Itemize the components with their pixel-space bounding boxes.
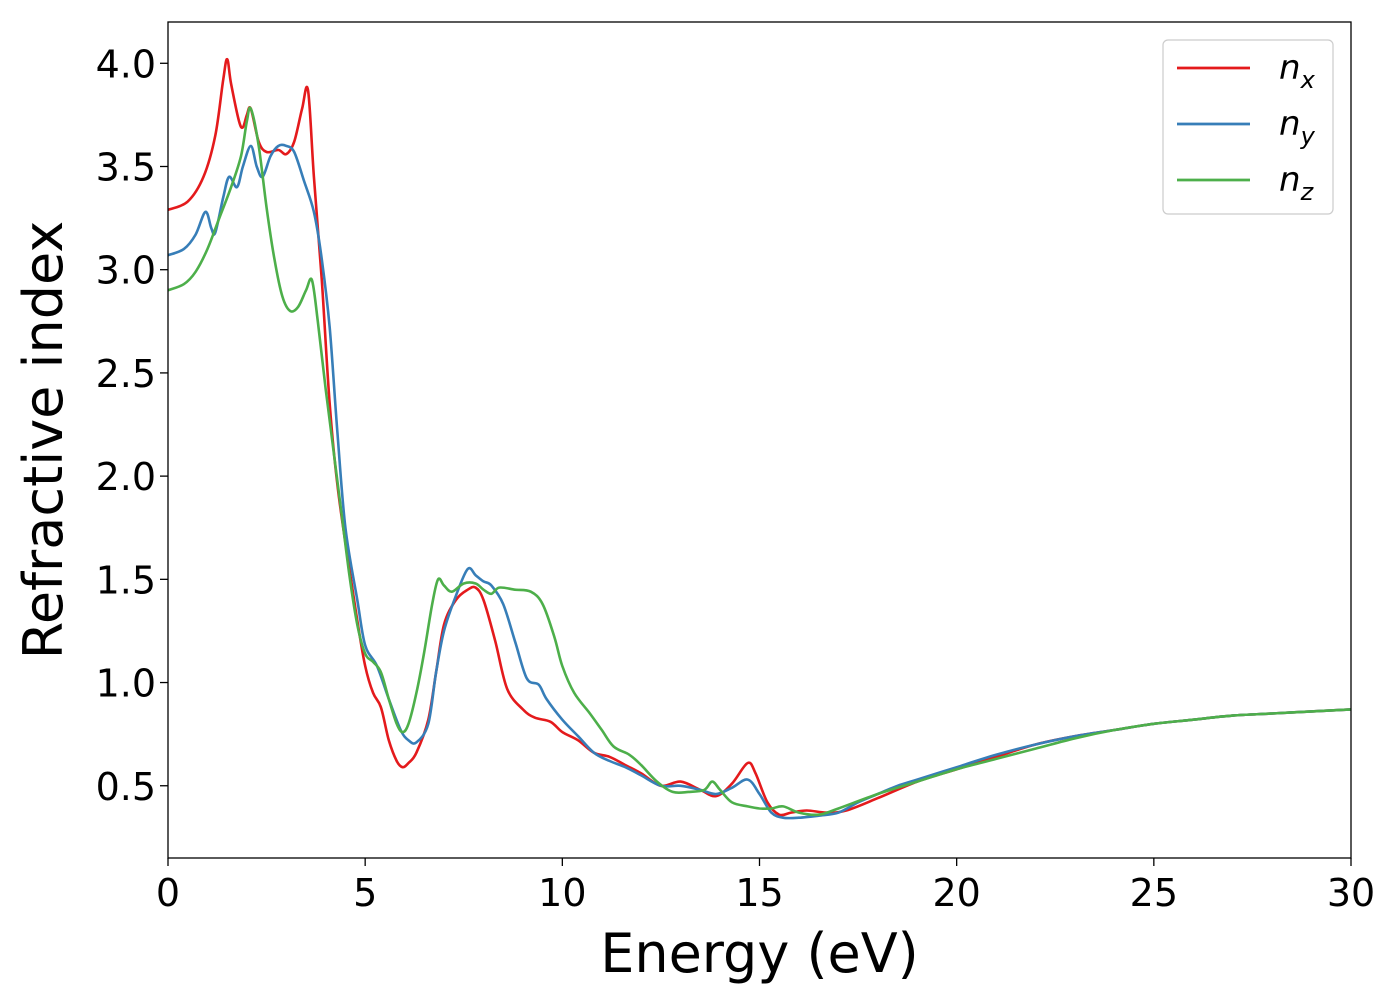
y-tick-label: 3.0 — [96, 249, 156, 293]
legend-label-z: nz — [1279, 160, 1315, 206]
x-axis-label: Energy (eV) — [600, 922, 919, 985]
legend-label-base: n — [1279, 160, 1301, 200]
legend-label-base: n — [1279, 104, 1301, 144]
legend-box — [1162, 39, 1334, 215]
legend-label-subscript: z — [1300, 178, 1315, 206]
x-axis-ticks: 0 5 10 15 20 25 30 — [156, 858, 1375, 915]
y-tick-label: 4.0 — [96, 42, 156, 86]
legend-label-x: nx — [1279, 48, 1316, 94]
x-tick-label: 15 — [735, 871, 783, 915]
x-tick-label: 5 — [353, 871, 377, 915]
y-axis-label: Refractive index — [12, 221, 75, 660]
y-tick-label: 1.5 — [96, 558, 156, 602]
series-layer — [168, 57, 1351, 820]
series-line-n-y — [168, 143, 1351, 820]
x-tick-label: 30 — [1327, 871, 1375, 915]
y-tick-label: 0.5 — [96, 765, 156, 809]
y-tick-label: 2.0 — [96, 455, 156, 499]
series-line-n-z — [168, 106, 1351, 817]
x-tick-label: 20 — [932, 871, 980, 915]
y-axis-ticks: 0.5 1.0 1.5 2.0 2.5 3.0 3.5 4.0 — [96, 42, 168, 809]
x-tick-label: 10 — [538, 871, 586, 915]
legend-label-subscript: x — [1300, 66, 1316, 94]
y-tick-label: 3.5 — [96, 145, 156, 189]
legend-label-base: n — [1279, 48, 1301, 88]
legend-label-y: ny — [1279, 104, 1316, 150]
x-tick-label: 25 — [1130, 871, 1178, 915]
x-tick-label: 0 — [156, 871, 180, 915]
y-tick-label: 1.0 — [96, 662, 156, 706]
series-line-n-x — [168, 57, 1351, 817]
y-tick-label: 2.5 — [96, 352, 156, 396]
legend-label-subscript: y — [1300, 122, 1316, 150]
